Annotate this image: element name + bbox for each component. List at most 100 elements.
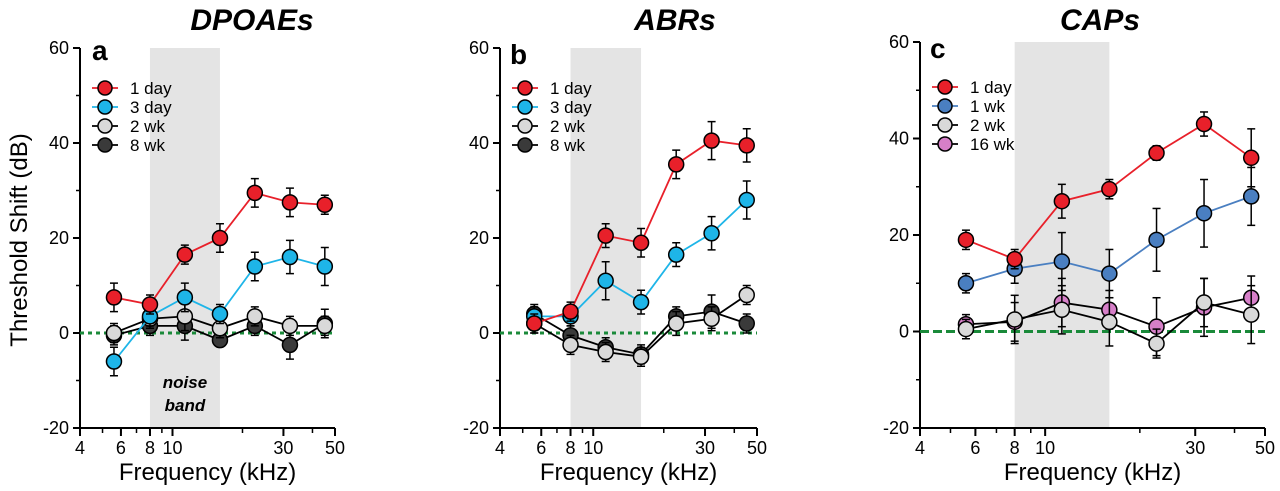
legend-label: 8 wk: [550, 136, 585, 155]
panel-letter: a: [92, 35, 108, 66]
legend-label: 2 wk: [970, 116, 1005, 135]
data-point: [1195, 294, 1213, 311]
data-point: [703, 310, 720, 327]
data-point: [281, 336, 299, 354]
x-axis-label: Frequency (kHz): [1004, 459, 1181, 486]
data-point: [1101, 180, 1118, 198]
data-point: [316, 258, 334, 275]
data-point: [1053, 301, 1071, 319]
data-point: [703, 132, 720, 149]
panel-title: CAPs: [1060, 4, 1140, 37]
series-1-day: [525, 120, 755, 334]
y-tick-label: -20: [43, 418, 69, 438]
panel-b: ABRs b -20 0 20 40 60 4 6 8 10 30 50 Frequency (kHz) 1…: [463, 4, 767, 486]
y-axis-label: Threshold Shift (dB): [6, 133, 33, 346]
data-point: [1053, 192, 1071, 210]
legend-entry: 3 day: [92, 98, 172, 117]
panel-letter: c: [930, 33, 946, 64]
data-point: [1195, 115, 1213, 133]
x-axis-label: Frequency (kHz): [119, 459, 296, 486]
legend-marker: [517, 80, 533, 96]
data-point: [738, 286, 755, 304]
x-tick-label: 4: [495, 438, 505, 458]
x-tick-label: 30: [1185, 438, 1205, 458]
x-tick-label: 6: [116, 438, 126, 458]
legend-label: 3 day: [130, 98, 172, 117]
data-point: [703, 225, 720, 242]
legend-marker: [937, 117, 953, 133]
y-tick-label: 0: [59, 323, 69, 343]
legend-marker: [937, 136, 953, 152]
legend-entry: 1 day: [932, 78, 1012, 97]
x-tick-label: 30: [695, 438, 715, 458]
data-point: [525, 315, 543, 332]
panel-a: DPOAEs a -20 0 20 40 60 4 6 8 10 30 50 Frequency (kHz…: [43, 4, 345, 486]
panel-title: DPOAEs: [190, 4, 313, 37]
data-point: [1148, 231, 1165, 249]
data-point: [667, 246, 685, 263]
y-tick-label: 40: [469, 133, 489, 153]
legend-entry: 2 wk: [92, 117, 165, 136]
data-point: [738, 137, 755, 154]
data-point: [957, 275, 975, 292]
series-1-day: [957, 111, 1260, 270]
data-point: [1148, 335, 1165, 352]
data-point: [667, 315, 685, 332]
y-tick-label: 60: [889, 32, 909, 52]
data-point: [281, 317, 299, 335]
data-point: [1242, 306, 1260, 323]
data-point: [105, 353, 123, 370]
x-tick-label: 8: [566, 438, 576, 458]
x-tick-label: 8: [145, 438, 155, 458]
legend-label: 8 wk: [130, 136, 165, 155]
y-tick-label: 60: [49, 38, 69, 58]
data-point: [1242, 149, 1260, 167]
x-axis-label: Frequency (kHz): [540, 459, 717, 486]
legend-label: 3 day: [550, 98, 592, 117]
y-tick-label: 0: [899, 322, 909, 342]
legend-marker: [517, 137, 533, 153]
data-point: [246, 184, 264, 202]
data-point: [1101, 313, 1118, 331]
legend-entry: 3 day: [512, 98, 592, 117]
y-tick-label: 40: [49, 133, 69, 153]
legend-label: 1 day: [550, 79, 592, 98]
x-tick-label: 10: [1035, 438, 1055, 458]
x-tick-label: 8: [1010, 438, 1020, 458]
x-tick-label: 30: [273, 438, 293, 458]
noise-band-annotation: noise: [163, 373, 207, 392]
data-point: [211, 305, 229, 323]
x-tick-label: 50: [325, 438, 345, 458]
legend-marker: [937, 98, 953, 114]
legend-entry: 1 day: [92, 79, 172, 98]
legend-marker: [937, 79, 953, 95]
x-tick-label: 6: [970, 438, 980, 458]
data-point: [1006, 311, 1023, 328]
data-point: [1195, 205, 1213, 222]
legend-entry: 1 day: [512, 79, 592, 98]
data-point: [1148, 144, 1165, 162]
panel-title: ABRs: [633, 4, 716, 37]
legend-entry: 16 wk: [932, 135, 1015, 154]
y-tick-label: -20: [463, 418, 489, 438]
data-point: [176, 246, 194, 263]
legend-entry: 8 wk: [512, 136, 585, 155]
y-tick-label: 20: [49, 228, 69, 248]
data-point: [957, 231, 975, 249]
y-tick-label: 40: [889, 129, 909, 149]
panel-c: CAPs c -20 0 20 40 60 4 6 8 10 30 50 Frequency (kHz) 1…: [883, 4, 1275, 486]
data-point: [632, 234, 650, 251]
data-point: [632, 293, 650, 311]
data-point: [176, 289, 194, 306]
legend-marker: [97, 118, 113, 134]
y-tick-label: -20: [883, 418, 909, 438]
series-2-wk: [957, 277, 1260, 359]
x-tick-label: 10: [162, 438, 182, 458]
data-point: [141, 296, 159, 313]
data-point: [211, 229, 229, 247]
data-point: [105, 324, 123, 342]
legend-label: 2 wk: [130, 117, 165, 136]
legend-entry: 2 wk: [512, 117, 585, 136]
